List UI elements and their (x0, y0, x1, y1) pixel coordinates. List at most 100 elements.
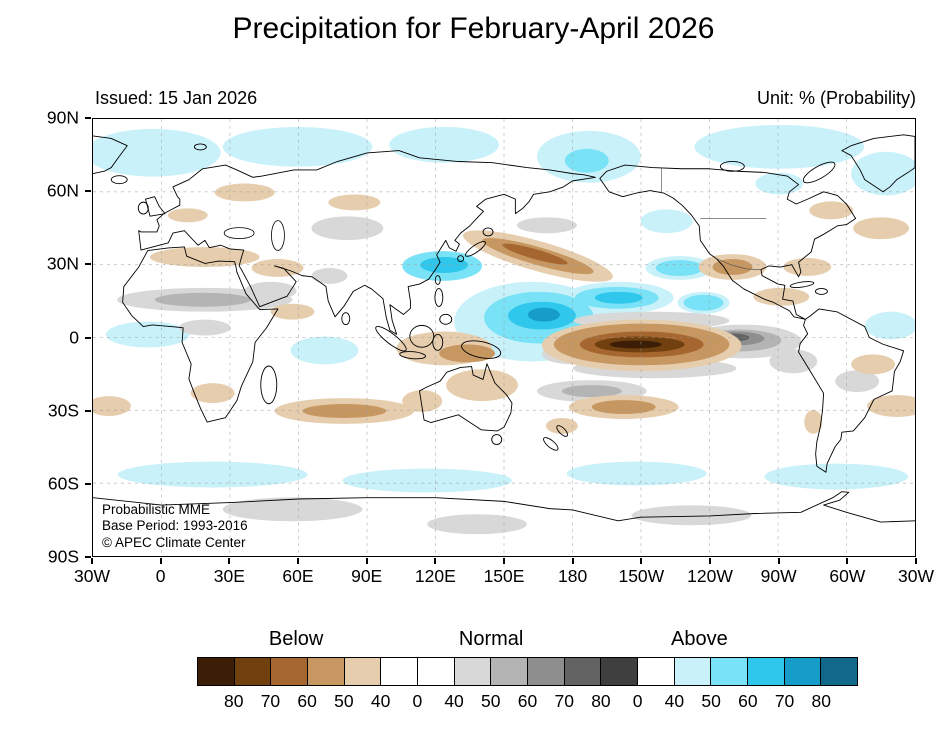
lon-tick-label: 60E (282, 566, 314, 586)
legend-category-label: Above (671, 628, 728, 650)
cuba-island (789, 281, 815, 288)
nz-north-island (556, 425, 568, 437)
lat-tick-label: 0 (69, 327, 79, 347)
sulawesi-island (432, 333, 444, 351)
lat-tick-label: 30S (47, 400, 79, 421)
legend-tick-label: 70 (260, 691, 281, 711)
lon-tick-label: 90E (351, 566, 383, 586)
legend-swatch (748, 658, 785, 685)
luzon-island (434, 288, 444, 307)
lon-tick-mark (503, 558, 505, 564)
lat-tick-label: 60N (46, 180, 79, 201)
map-annotation: Probabilistic MME Base Period: 1993-2016… (102, 502, 248, 552)
lat-axis: 90N 60N 30N 0 30S 60S 90S (0, 108, 92, 567)
lat-tick-mark (85, 409, 91, 412)
victoria-island (719, 160, 745, 172)
legend-tick-label: 80 (591, 691, 611, 711)
legend-tick-label: 80 (223, 691, 244, 711)
black-sea (223, 227, 255, 239)
lon-tick-label: 90W (760, 566, 797, 586)
legend-tick-label: 60 (297, 691, 317, 711)
antarctica-coastline (93, 491, 915, 523)
lon-tick-label: 150E (483, 566, 525, 586)
unit-label: Unit: % (Probability) (756, 88, 916, 108)
legend-tick-label: 70 (554, 691, 574, 711)
legend-swatch (564, 658, 602, 685)
below-normal-regions (93, 183, 915, 434)
lat-tick-mark (85, 482, 91, 485)
issued-date-label: Issued: 15 Jan 2026 (95, 88, 258, 108)
mindanao-island (439, 313, 453, 325)
legend-tick-label: 60 (738, 691, 758, 711)
legend-swatch (821, 658, 858, 685)
lon-tick-mark (91, 558, 93, 564)
lon-axis: 30W 0 30E 60E 90E 120E 150E 180 150W 120W 90W 60W 30… (74, 558, 934, 590)
annotation-line-2: Base Period: 1993-2016 (102, 518, 248, 533)
legend-tick-label: 40 (444, 691, 464, 711)
legend-category-label: Below (268, 628, 324, 650)
legend-tick-label: 0 (632, 691, 643, 711)
africa-coastline (122, 246, 279, 423)
legend-tick-label: 50 (481, 691, 501, 711)
uk-coastline (145, 196, 166, 217)
lon-tick-mark (434, 558, 437, 564)
lon-tick-label: 30E (213, 566, 245, 586)
hispaniola-island (814, 287, 828, 295)
borneo-island (409, 324, 435, 348)
legend-swatch (601, 658, 639, 685)
country-borders (661, 167, 767, 270)
legend-category-label: Normal (458, 628, 524, 650)
nz-south-island (543, 437, 559, 451)
lon-tick-mark (159, 558, 162, 564)
legend-swatch (491, 658, 529, 685)
lat-tick-mark (85, 263, 91, 266)
lon-tick-label: 120W (687, 566, 733, 586)
legend-tick-label: 40 (370, 691, 391, 711)
lon-tick-label: 30W (74, 566, 110, 586)
lon-tick-mark (228, 558, 231, 564)
tasmania-island (491, 434, 503, 445)
new-guinea-island (461, 340, 502, 359)
greenland-east-coastline (93, 135, 128, 175)
baffin-island (802, 161, 836, 184)
eurasia-coastline (138, 150, 596, 335)
lat-tick-mark (85, 190, 91, 193)
north-america-coastline (599, 164, 857, 320)
map-frame: Probabilistic MME Base Period: 1993-2016… (92, 118, 916, 557)
annotation-line-1: Probabilistic MME (102, 501, 211, 517)
lon-tick-mark (915, 558, 917, 564)
lon-tick-label: 0 (155, 566, 166, 586)
lat-tick-label: 90S (47, 546, 79, 567)
sri-lanka-island (341, 312, 351, 326)
legend-swatch (271, 658, 309, 685)
legend-tick-label: 0 (412, 691, 423, 711)
lat-tick-label: 30N (46, 253, 79, 274)
ireland-island (137, 201, 149, 215)
graticule (93, 119, 915, 556)
legend-tick-label: 50 (334, 691, 354, 711)
legend-swatch (198, 658, 235, 685)
south-america-coastline (798, 308, 905, 473)
kyushu-island (457, 255, 465, 263)
lat-tick-mark (85, 117, 91, 119)
lon-tick-mark (640, 558, 643, 564)
lon-tick-label: 180 (558, 566, 588, 586)
legend: Below Normal Above 80 70 60 50 40 0 40 50 60 70 80 0 4… (197, 628, 858, 724)
world-map (93, 119, 915, 556)
greenland-coastline (841, 134, 915, 193)
lat-tick-mark (85, 336, 91, 339)
legend-tick-label: 80 (811, 691, 831, 711)
legend-bar (197, 657, 858, 686)
lon-tick-mark (846, 558, 849, 564)
legend-swatch (381, 658, 419, 685)
legend-tick-label: 50 (701, 691, 721, 711)
legend-swatch (711, 658, 749, 685)
taiwan-island (434, 275, 441, 285)
legend-swatch (674, 658, 712, 685)
lon-tick-label: 150W (618, 566, 665, 586)
lat-tick-label: 60S (47, 473, 79, 494)
lon-tick-mark (709, 558, 711, 564)
legend-ticks: 80 70 60 50 40 0 40 50 60 70 80 0 40 50 60 70 80 (197, 691, 858, 713)
lon-tick-label: 120E (414, 566, 456, 586)
legend-swatch (234, 658, 272, 685)
